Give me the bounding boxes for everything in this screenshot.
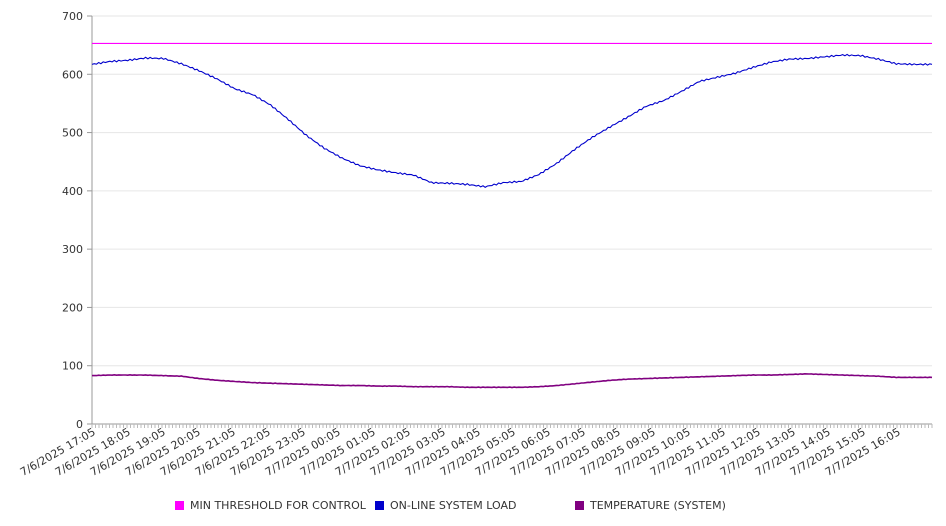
legend-item-temperature: TEMPERATURE (SYSTEM) [575, 499, 726, 512]
series-line-temperature-system [91, 372, 933, 389]
x-axis: 7/6/2025 17:057/6/2025 18:057/6/2025 19:… [18, 423, 933, 479]
legend-item-min-threshold: MIN THRESHOLD FOR CONTROL [175, 499, 366, 512]
y-tick-label: 600 [62, 68, 83, 81]
legend-swatch-min-threshold [175, 501, 184, 510]
grid-lines [92, 15, 932, 425]
y-tick-label: 400 [62, 185, 83, 198]
y-axis: 0 100 200 300 400 500 600 700 [62, 10, 93, 431]
y-tick-label: 200 [62, 301, 83, 314]
y-tick-label: 300 [62, 243, 83, 256]
y-tick-label: 0 [76, 418, 83, 431]
y-tick-label: 700 [62, 10, 83, 23]
legend-swatch-online-system-load [375, 501, 384, 510]
legend-label-temperature: TEMPERATURE (SYSTEM) [590, 499, 726, 512]
legend-label-min-threshold: MIN THRESHOLD FOR CONTROL [190, 499, 366, 512]
legend: MIN THRESHOLD FOR CONTROL ON-LINE SYSTEM… [0, 499, 946, 515]
legend-item-online-system-load: ON-LINE SYSTEM LOAD [375, 499, 516, 512]
y-tick-label: 100 [62, 360, 83, 373]
legend-swatch-temperature [575, 501, 584, 510]
series-lines [91, 42, 933, 389]
series-line-on-line-system-load [91, 53, 933, 188]
y-tick-label: 500 [62, 127, 83, 140]
legend-label-online-system-load: ON-LINE SYSTEM LOAD [390, 499, 517, 512]
